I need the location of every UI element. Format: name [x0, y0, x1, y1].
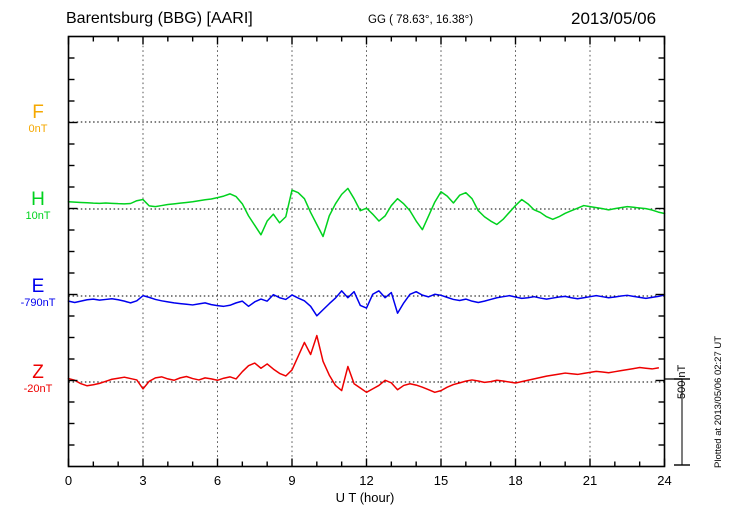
x-tick-label: 15: [433, 473, 449, 488]
x-tick-label: 3: [139, 473, 147, 488]
plot-frame: [67, 35, 666, 468]
x-tick-label: 24: [657, 473, 672, 488]
x-tick-label: 12: [359, 473, 374, 488]
component-baseline-f: 0nT: [28, 123, 48, 135]
component-symbol-e: E: [31, 276, 45, 297]
component-symbol-f: F: [32, 102, 44, 123]
geographic-coordinates: GG ( 78.63°, 16.38°): [368, 14, 474, 26]
component-baseline-z: -20nT: [23, 383, 53, 395]
trace-layer: [67, 187, 666, 394]
plotted-timestamp: Plotted at 2013/05/06 02:27 UT: [713, 335, 724, 468]
component-symbol-h: H: [31, 189, 45, 210]
station-title: Barentsburg (BBG) [AARI]: [66, 10, 253, 27]
x-tick-label: 21: [582, 473, 598, 488]
scale-bar: [664, 378, 690, 466]
tick-layer: [67, 36, 666, 467]
x-tick-label: 6: [213, 473, 222, 488]
component-label-f: F 0nT: [8, 103, 68, 136]
x-tick-label: 9: [288, 473, 296, 488]
component-baseline-e: -790nT: [20, 297, 56, 309]
component-symbol-z: Z: [32, 362, 44, 383]
component-label-h: H 10nT: [8, 190, 68, 223]
observation-date: 2013/05/06: [571, 9, 657, 28]
x-tick-label: 0: [64, 473, 73, 488]
x-tick-label: 18: [508, 473, 523, 488]
scale-bar-caption: 500 nT: [676, 364, 688, 399]
component-label-z: Z -20nT: [8, 363, 68, 396]
grid-layer: [142, 36, 591, 467]
component-label-e: E -790nT: [8, 277, 68, 310]
x-axis-title: U T (hour): [335, 490, 395, 505]
component-baseline-h: 10nT: [25, 210, 51, 222]
